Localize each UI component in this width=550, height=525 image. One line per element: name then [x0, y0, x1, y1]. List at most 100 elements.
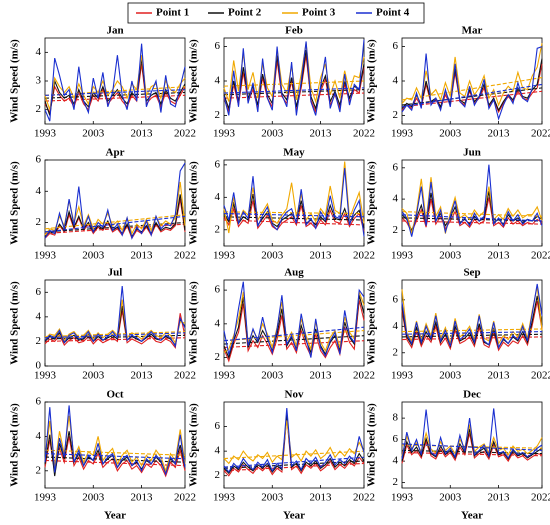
legend-box [127, 2, 425, 24]
x-tick-label: 1993 [213, 492, 236, 504]
y-tick-label: 4 [215, 75, 221, 87]
panel-title: Jun [463, 147, 481, 159]
series-line [44, 299, 186, 345]
series-line [223, 281, 365, 358]
legend-label: Point 2 [228, 7, 262, 19]
y-tick-label: 3 [36, 75, 42, 87]
y-axis-label: Wind Speed (m/s) [366, 281, 378, 365]
trend-line [401, 90, 543, 108]
x-axis-label: Year [461, 510, 483, 522]
trend-line [401, 214, 543, 222]
plot-area [44, 401, 186, 489]
series-line [44, 43, 186, 122]
series-line [223, 200, 365, 232]
y-axis-label: Wind Speed (m/s) [9, 281, 21, 365]
trend-line [223, 462, 365, 472]
x-tick-label: 2003 [439, 128, 462, 140]
y-tick-label: 6 [393, 40, 399, 52]
y-tick-label: 4 [36, 310, 42, 322]
x-tick-label: 2003 [261, 250, 284, 262]
y-axis-label: Wind Speed (m/s) [188, 39, 200, 123]
series-line [401, 43, 543, 107]
y-tick-label: 2 [215, 109, 221, 121]
trend-line [223, 216, 365, 221]
y-tick-label: 2 [36, 335, 42, 347]
panel-title: Sep [463, 267, 480, 279]
x-tick-label: 2013 [488, 492, 511, 504]
trend-line [44, 89, 186, 96]
panel-title: Mar [462, 25, 483, 37]
series-line [44, 199, 186, 240]
x-axis-label: Year [104, 510, 126, 522]
x-tick-label: 1993 [213, 250, 236, 262]
panel-title: Aug [284, 267, 304, 279]
trend-line [401, 449, 543, 455]
trend-line [44, 86, 186, 96]
series-line [223, 168, 365, 237]
panel-title: Jul [108, 267, 123, 279]
trend-line [44, 215, 186, 233]
series-line [401, 433, 543, 464]
y-axis-label: Wind Speed (m/s) [366, 39, 378, 123]
trend-line [223, 335, 365, 345]
y-tick-label: 2 [393, 109, 399, 121]
trend-line [223, 89, 365, 96]
plot-area [401, 159, 543, 247]
x-tick-label: 1993 [34, 492, 57, 504]
y-tick-label: 2 [36, 103, 42, 115]
y-tick-label: 4 [393, 193, 399, 205]
x-tick-label: 2013 [310, 370, 333, 382]
x-tick-label: 2003 [439, 250, 462, 262]
x-tick-label: 2003 [439, 370, 462, 382]
x-tick-label: 2022 [174, 492, 196, 504]
panel-title: Apr [106, 147, 125, 159]
y-tick-label: 4 [36, 46, 42, 58]
x-tick-label: 1993 [391, 492, 414, 504]
trend-line [44, 337, 186, 342]
panel-title: Dec [463, 389, 481, 401]
legend-label: Point 4 [376, 7, 410, 19]
y-tick-label: 4 [36, 185, 42, 197]
x-tick-label: 2022 [174, 128, 196, 140]
x-tick-label: 2013 [310, 128, 333, 140]
y-tick-label: 6 [393, 433, 399, 445]
trend-line [401, 87, 543, 106]
x-tick-label: 1993 [391, 128, 414, 140]
plot-area [401, 279, 543, 367]
trend-line [223, 456, 365, 468]
series-line [223, 414, 365, 475]
y-axis-label: Wind Speed (m/s) [9, 161, 21, 245]
series-line [44, 415, 186, 473]
legend-label: Point 1 [156, 7, 189, 19]
series-line [44, 310, 186, 349]
series-line [223, 408, 365, 473]
y-tick-label: 4 [215, 317, 221, 329]
y-tick-label: 6 [36, 154, 42, 166]
y-tick-label: 8 [393, 412, 399, 424]
trend-line [223, 330, 365, 342]
x-tick-label: 2013 [310, 250, 333, 262]
x-tick-label: 2003 [82, 492, 105, 504]
series-line [401, 164, 543, 237]
x-tick-label: 2003 [261, 370, 284, 382]
y-tick-label: 6 [215, 158, 221, 170]
trend-line [223, 87, 365, 94]
x-tick-label: 2022 [353, 128, 375, 140]
y-tick-label: 0 [36, 360, 42, 372]
x-tick-label: 1993 [34, 128, 57, 140]
x-tick-label: 2013 [131, 370, 154, 382]
panel-title: Jan [106, 25, 123, 37]
trend-line [401, 328, 543, 333]
plot-area [44, 37, 186, 125]
series-line [44, 58, 186, 116]
y-tick-label: 6 [36, 286, 42, 298]
x-tick-label: 2003 [82, 370, 105, 382]
x-tick-label: 2003 [439, 492, 462, 504]
y-axis-label: Wind Speed (m/s) [9, 403, 21, 487]
x-tick-label: 2013 [488, 128, 511, 140]
x-tick-label: 1993 [34, 250, 57, 262]
trend-line [223, 80, 365, 87]
x-tick-label: 2003 [82, 128, 105, 140]
y-tick-label: 6 [36, 396, 42, 408]
